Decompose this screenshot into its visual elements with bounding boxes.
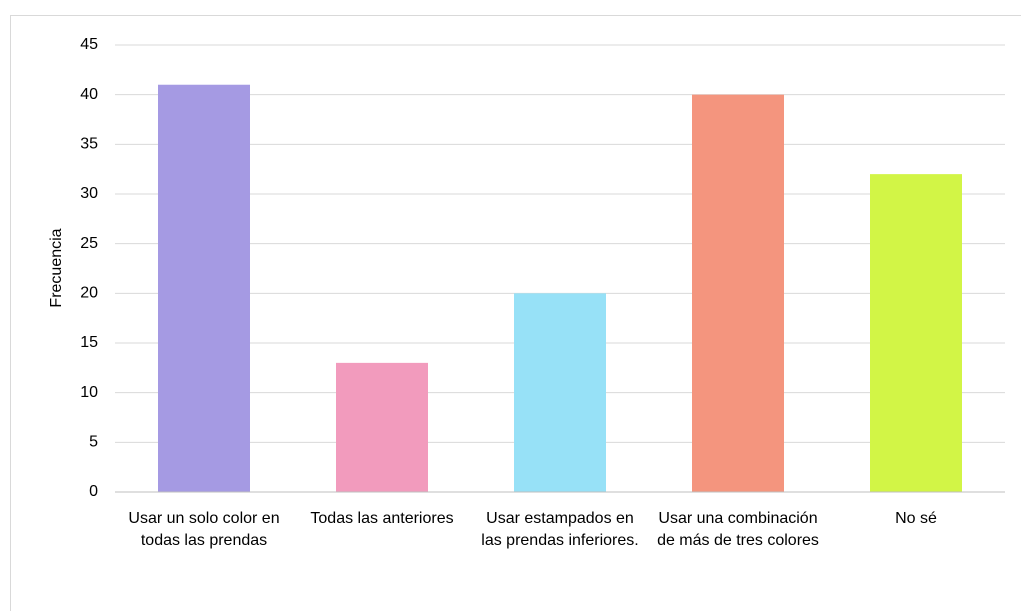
y-tick-label: 30 [80,185,98,202]
y-tick-label: 45 [80,36,98,53]
bar [514,293,606,492]
bar [336,362,428,492]
x-tick-label: Todas las anteriores [310,510,454,527]
x-tick-label-box: No sé [895,510,937,527]
x-tick-label: No sé [895,510,937,527]
x-tick-label: Usar un solo color en todas las prendas [128,510,280,549]
y-tick-label: 10 [80,384,98,401]
x-tick-label: Usar una combinación de más de tres colo… [657,510,819,549]
bar [870,174,962,492]
y-tick-label: 0 [89,483,98,500]
y-tick-label: 40 [80,86,98,103]
x-tick-label-box: Usar un solo color en todas las prendas [128,510,280,549]
y-tick-label: 25 [80,235,98,252]
x-tick-label: Usar estampados en las prendas inferiore… [481,510,639,549]
y-tick-label: 15 [80,334,98,351]
y-axis-label: Frecuencia [48,228,65,307]
x-tick-label-box: Usar estampados en las prendas inferiore… [481,510,639,549]
y-tick-label: 5 [89,434,98,451]
y-tick-label: 20 [80,285,98,302]
bar [158,84,250,492]
y-tick-label: 35 [80,136,98,153]
bar [692,94,784,493]
x-tick-label-box: Usar una combinación de más de tres colo… [657,510,819,549]
x-tick-label-box: Todas las anteriores [310,510,454,527]
